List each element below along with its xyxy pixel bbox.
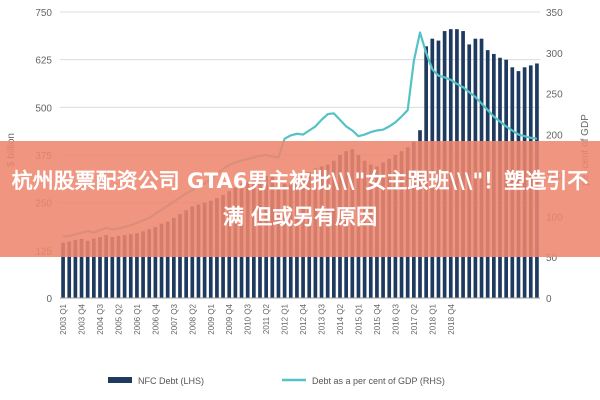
right-tick-label: 300 [546,49,563,60]
bar [85,240,90,298]
x-tick-label: 2004 Q3 [96,303,105,334]
x-tick-label: 2012 Q4 [299,303,308,334]
x-tick-label: 2015 Q4 [373,303,382,334]
bar [165,221,170,298]
bar [172,217,176,298]
bar [128,233,133,298]
x-tick-label: 2007 Q3 [170,303,179,334]
bar [135,233,139,298]
x-axis-ticks: 2003 Q1 2003 Q4 2004 Q3 2005 Q2 2006 Q1 2006 … [59,303,456,334]
x-tick-label: 2005 Q2 [114,303,123,334]
x-tick-label: 2003 Q1 [59,303,68,334]
bar [98,236,102,298]
x-tick-label: 2013 Q3 [318,303,327,334]
x-tick-label: 2009 Q4 [225,303,234,334]
overlay-title: 杭州股票配资公司 GTA6男主被批\\\"女主跟班\\\"！塑造引不满 但或另有… [11,169,589,229]
bar [73,240,78,298]
x-tick-label: 2018 Q1 [428,303,437,334]
right-tick-label: 0 [546,294,552,305]
bar [110,236,115,298]
left-tick-label: 0 [46,294,52,305]
right-tick-label: 350 [546,8,563,19]
right-tick-label: 200 [546,131,563,142]
bar [153,227,158,298]
legend-swatch-bar [108,377,132,383]
right-tick-label: 250 [546,90,563,101]
x-tick-label: 2010 Q3 [244,303,253,334]
x-tick-label: 2015 Q1 [354,303,363,334]
x-tick-label: 2017 Q2 [410,303,419,334]
left-tick-label: 625 [35,56,52,67]
left-tick-label: 500 [35,103,52,114]
x-tick-label: 2008 Q2 [188,303,197,334]
x-tick-label: 2003 Q4 [78,303,87,334]
x-tick-label: 2006 Q4 [151,303,160,334]
bar [147,229,152,298]
x-tick-label: 2011 Q2 [262,303,271,334]
bar [67,241,72,298]
bar [122,235,127,298]
bar [79,238,84,298]
left-tick-label: 750 [35,8,52,19]
legend-label-bar: NFC Debt (LHS) [138,376,204,386]
overlay-banner: 杭州股票配资公司 GTA6男主被批\\\"女主跟班\\\"！塑造引不满 但或另有… [0,141,600,257]
x-tick-label: 2018 Q4 [447,303,456,334]
x-tick-label: 2012 Q1 [281,303,290,334]
bar [92,238,96,298]
legend-label-line: Debt as a per cent of GDP (RHS) [312,376,445,386]
bar [141,231,145,298]
x-tick-label: 2009 Q1 [207,303,216,334]
x-tick-label: 2006 Q1 [133,303,142,334]
right-tick-label: 50 [546,253,558,264]
bar [159,223,164,298]
legend: NFC Debt (LHS) Debt as a per cent of GDP… [108,376,445,386]
x-tick-label: 2016 Q3 [391,303,400,334]
bar [104,235,108,298]
bar [116,235,121,298]
x-tick-label: 2014 Q2 [336,303,345,334]
bar [61,242,65,298]
